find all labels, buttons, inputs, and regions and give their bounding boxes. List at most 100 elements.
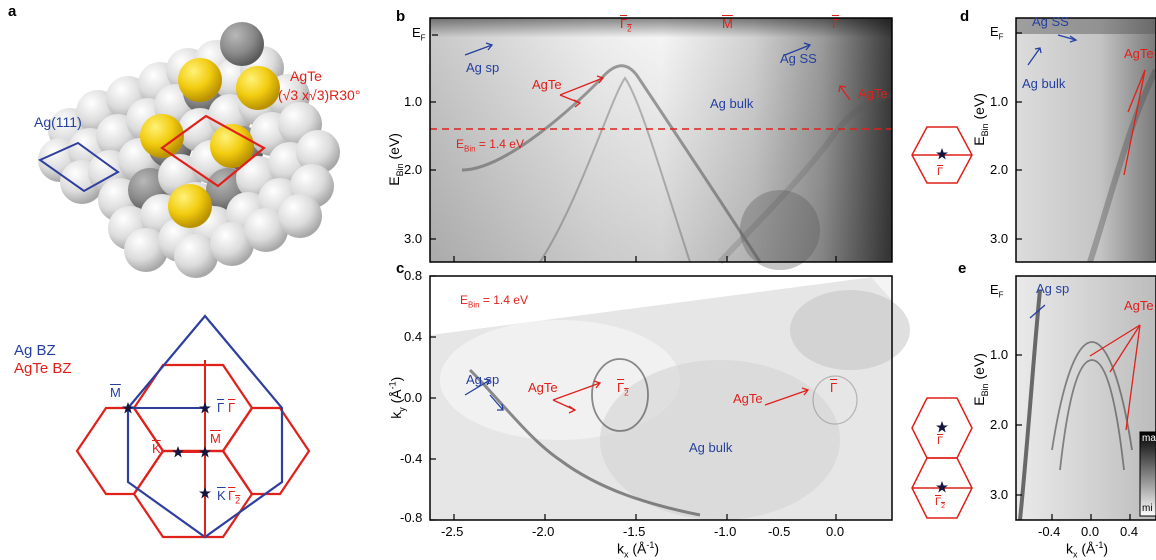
panel-b-bands: [461, 64, 893, 265]
panel-label-b: b: [396, 8, 406, 25]
panel-label-a: a: [8, 3, 17, 20]
panel-c-xtick-1: -2.5: [441, 524, 464, 539]
bz-gamma-red: Γ: [228, 400, 236, 415]
panel-c-ytick-3: 0.0: [404, 390, 423, 405]
panel-label-e: e: [958, 260, 967, 277]
panel-c-ytick-1: 0.8: [404, 268, 423, 283]
panel-b-ag-sp: Ag sp: [466, 60, 500, 75]
panel-d-agte: AgTe: [1124, 46, 1154, 61]
panel-e-ylabel: EBin (eV): [970, 353, 990, 406]
colorbar: [1140, 432, 1156, 516]
panel-b-gamma: Γ: [832, 16, 840, 31]
panel-b-ytick-1: 1.0: [404, 94, 423, 109]
panel-c-energy: EBin = 1.4 eV: [460, 293, 528, 310]
bz-m-red: M: [210, 431, 221, 446]
ag-atom: [244, 208, 288, 252]
bz-inset-c-gamma2: Γ2: [935, 496, 945, 511]
panel-d-ytick-2: 2.0: [990, 162, 1009, 177]
agte-bz-label: AgTe BZ: [14, 360, 72, 377]
panel-b-agte2: AgTe: [858, 86, 888, 101]
agte-unit-cell: [160, 114, 266, 188]
ag-atom: [174, 234, 218, 278]
panel-b-cut-label: EBin = 1.4 eV: [456, 137, 524, 154]
panel-d-ytick-3: 3.0: [990, 231, 1009, 246]
panel-b-agte1: AgTe: [532, 77, 562, 92]
panel-e-ticks: [1016, 354, 1131, 520]
ag-atom: [124, 228, 168, 272]
panel-label-d: d: [960, 8, 970, 25]
panel-c-xtick-5: -0.5: [768, 524, 791, 539]
bz-gamma2-red: Γ2: [228, 488, 241, 506]
panel-b-ag-bulk: Ag bulk: [710, 96, 754, 111]
panel-e-ag-sp: Ag sp: [1036, 281, 1070, 296]
panel-c-xtick-6: 0.0: [826, 524, 845, 539]
panel-c-agte1: AgTe: [528, 380, 558, 395]
panel-b-ticks: [430, 34, 438, 240]
panel-e-ytick-3: 3.0: [990, 487, 1009, 502]
bz-diagram: [75, 314, 311, 539]
agte-label: AgTe: [290, 68, 322, 84]
ag-atom: [220, 22, 264, 66]
star-k-blue: [199, 487, 211, 499]
bz-inset-b-star: [936, 148, 948, 160]
bz-k-blue: K: [217, 488, 226, 503]
star-m-blue: [122, 402, 134, 414]
panel-c-ag-bulk: Ag bulk: [689, 440, 733, 455]
panel-b-ytick-3: 3.0: [404, 231, 423, 246]
panel-c-ytick-4: -0.4: [400, 451, 423, 466]
panel-d-ef: EF: [990, 24, 1004, 42]
panel-d-ag-bulk: Ag bulk: [1022, 76, 1066, 91]
star-m-red: [199, 446, 211, 458]
panel-e-ytick-1: 1.0: [990, 347, 1009, 362]
bz-m-blue: M: [110, 385, 121, 400]
ag-bz-hexagon: [126, 314, 284, 539]
panel-d-image: [1016, 18, 1156, 262]
te-atom: [168, 184, 212, 228]
panel-c-gamma2: Γ2: [617, 380, 629, 398]
bz-inset-c-gamma: Γ: [937, 435, 944, 447]
panel-d-ylabel: EBin (eV): [970, 93, 990, 146]
panel-d-ytick-1: 1.0: [990, 94, 1009, 109]
panel-e-xtick-3: 0.4: [1120, 524, 1139, 539]
bz-star-markers: [122, 402, 211, 499]
panel-b-gamma2: Γ2: [620, 16, 632, 34]
panel-b-ylabel: EBin (eV): [385, 133, 405, 186]
panel-e-ef: EF: [990, 282, 1004, 300]
agte-cell-label: (√3 x√3)R30°: [278, 87, 361, 103]
panel-e-ytick-2: 2.0: [990, 417, 1009, 432]
bz-inset-b-gamma: Γ: [937, 166, 944, 178]
panel-c-contours: [468, 358, 858, 517]
star-k-red: [172, 446, 184, 458]
panel-e-xtick-1: -0.4: [1038, 524, 1061, 539]
colorbar-min: mi: [1142, 503, 1153, 514]
panel-b-m: M: [722, 16, 733, 31]
star-gamma: [199, 402, 211, 414]
panel-c-gamma: Γ: [830, 380, 838, 395]
ag-atom: [296, 130, 340, 174]
panel-b-xticks: [453, 256, 837, 262]
panel-b-ytick-2: 2.0: [404, 162, 423, 177]
bz-gamma-blue: Γ: [217, 400, 225, 415]
panel-b-ef: EF: [412, 25, 426, 43]
te-atom: [140, 114, 184, 158]
panel-c-agte2: AgTe: [733, 391, 763, 406]
bz-inset-c-star1: [936, 421, 948, 433]
te-atom: [178, 58, 222, 102]
panel-c-ticks: [430, 275, 837, 521]
panel-c-ag-sp: Ag sp: [466, 372, 500, 387]
panel-label-c: c: [396, 260, 405, 277]
te-atom: [236, 66, 280, 110]
ag-atom: [210, 222, 254, 266]
te-atom: [210, 124, 254, 168]
ag-unit-cell: [37, 141, 120, 193]
bz-inset-c-star2: [936, 481, 948, 493]
panel-c-xlabel: kx (Å-1): [617, 540, 660, 560]
panel-e-xtick-2: 0.0: [1081, 524, 1100, 539]
colorbar-max: ma: [1142, 433, 1156, 444]
bz-k-red: K: [152, 441, 161, 456]
panel-d-ticks: [1016, 32, 1022, 240]
panel-c-xtick-3: -1.5: [623, 524, 646, 539]
panel-e-agte: AgTe: [1124, 298, 1154, 313]
